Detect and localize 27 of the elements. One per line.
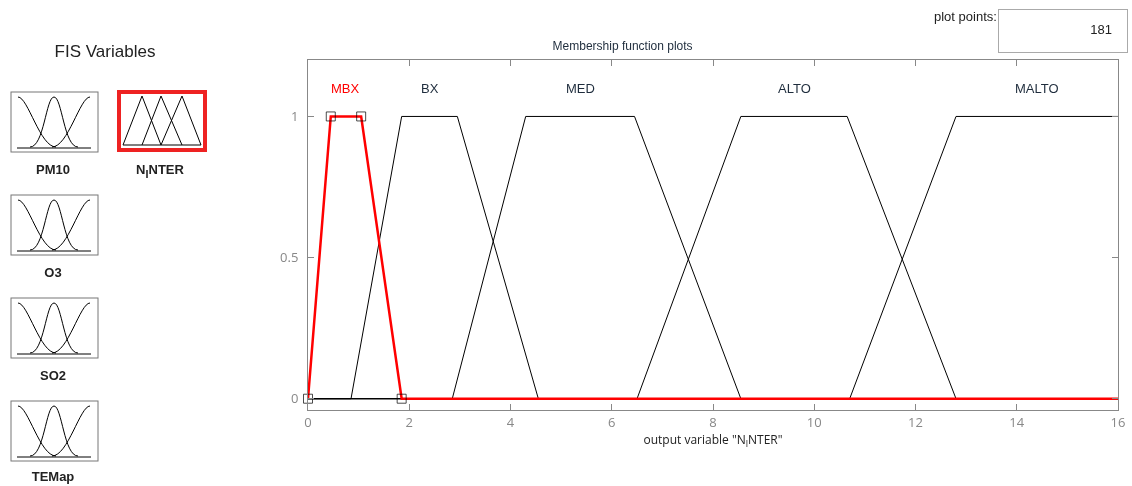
chart-title: Membership function plots <box>552 39 693 53</box>
text: SO2 <box>39 368 67 383</box>
text: PM10 <box>36 162 70 177</box>
text: 181 <box>1090 22 1112 37</box>
x-tick-label: 12 <box>908 412 923 431</box>
x-tick-label: 8 <box>709 412 717 431</box>
text: plot points: <box>934 9 997 24</box>
y-tick-label: 1 <box>290 107 299 125</box>
series-label: ALTO <box>778 81 811 96</box>
series-label: MED <box>566 81 595 96</box>
series-label: BX <box>421 81 439 96</box>
y-tick-label: 0 <box>290 389 299 408</box>
x-tick-label: 2 <box>405 412 413 431</box>
text: N$_{I}$NTER <box>136 162 184 180</box>
y-tick-label: 0.5 <box>280 248 299 267</box>
x-axis-title: output variable "N$_{I}$NTER" <box>643 431 783 450</box>
text: TEMap <box>31 469 75 484</box>
x-tick-label: 14 <box>1009 412 1025 431</box>
text: FIS Variables <box>54 42 156 62</box>
x-tick-label: 4 <box>506 412 515 431</box>
text: O3 <box>44 265 62 280</box>
series-label: MBX <box>331 81 360 96</box>
x-tick-label: 10 <box>806 412 822 431</box>
x-tick-label: 6 <box>608 412 616 431</box>
x-tick-label: 0 <box>304 412 312 431</box>
x-tick-label: 16 <box>1110 412 1126 431</box>
series-label: MALTO <box>1015 81 1059 96</box>
